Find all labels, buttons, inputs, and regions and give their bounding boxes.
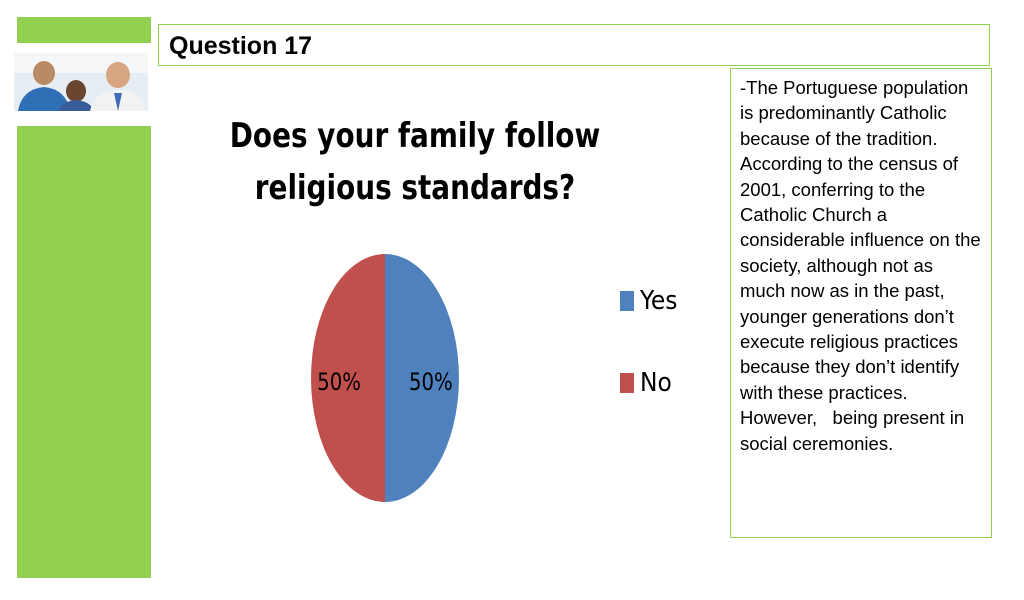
- legend-label-no: No: [640, 368, 672, 398]
- legend-swatch-yes: [620, 291, 634, 311]
- legend-label-yes: Yes: [640, 286, 678, 316]
- pie-chart: 50% 50%: [311, 254, 459, 502]
- pie-slice-no: [311, 254, 385, 502]
- data-label-no: 50%: [317, 369, 361, 396]
- chart-title: Does your family follow religious standa…: [229, 116, 601, 208]
- page-title: Question 17: [169, 32, 313, 60]
- data-label-yes: 50%: [409, 369, 453, 396]
- notes-text: -The Portuguese population is predominan…: [730, 68, 992, 538]
- green-accent-bar-side: [17, 126, 151, 578]
- pie-slice-yes: [385, 254, 459, 502]
- green-accent-bar-top: [17, 17, 151, 43]
- legend-item-yes: Yes: [620, 286, 677, 316]
- legend-item-no: No: [620, 368, 672, 398]
- legend-swatch-no: [620, 373, 634, 393]
- people-photo: [14, 53, 148, 111]
- question-title-box: Question 17: [158, 24, 990, 66]
